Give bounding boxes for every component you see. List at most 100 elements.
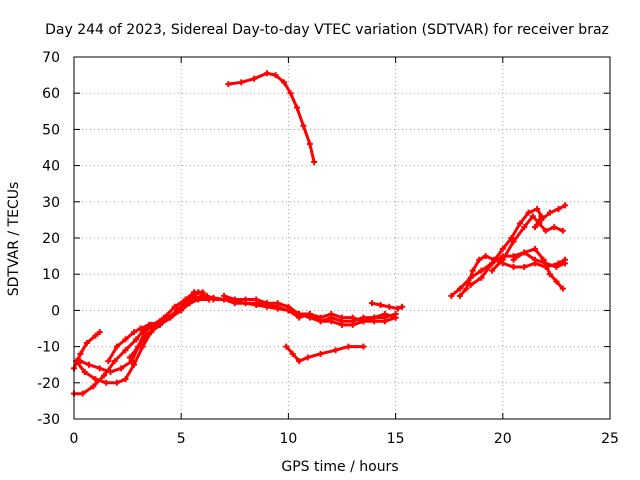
data-point xyxy=(377,301,384,308)
x-tick-label: 25 xyxy=(601,431,619,447)
y-tick-label: 60 xyxy=(42,86,60,102)
y-tick-label: 70 xyxy=(42,50,60,66)
data-point xyxy=(553,278,560,285)
data-point xyxy=(456,292,463,299)
data-point xyxy=(510,238,517,245)
data-point xyxy=(482,253,489,260)
data-point xyxy=(561,202,568,209)
data-point xyxy=(551,224,558,231)
data-point xyxy=(86,361,93,368)
data-point xyxy=(251,75,258,82)
data-point xyxy=(345,343,352,350)
data-point xyxy=(456,285,463,292)
data-point xyxy=(225,81,232,88)
data-point xyxy=(161,314,168,321)
data-point xyxy=(555,260,562,267)
data-point xyxy=(328,318,335,325)
data-point xyxy=(133,336,140,343)
data-point xyxy=(141,329,148,336)
series-arc-11 xyxy=(369,300,406,312)
data-point xyxy=(156,321,163,328)
series-arc-10 xyxy=(283,343,367,365)
data-point xyxy=(306,311,313,318)
data-point xyxy=(135,343,142,350)
data-point xyxy=(296,311,303,318)
data-point xyxy=(178,303,185,310)
data-point xyxy=(499,256,506,263)
x-axis-label: GPS time / hours xyxy=(281,459,398,475)
data-point xyxy=(285,303,292,310)
data-point xyxy=(118,365,125,372)
data-point xyxy=(289,350,296,357)
data-point xyxy=(77,358,84,365)
data-point xyxy=(463,285,470,292)
data-point xyxy=(128,358,135,365)
data-point xyxy=(521,249,528,256)
data-point xyxy=(349,321,356,328)
data-point xyxy=(360,318,367,325)
data-point xyxy=(499,245,506,252)
y-tick-label: 10 xyxy=(42,267,60,283)
data-point xyxy=(101,372,108,379)
data-point xyxy=(561,256,568,263)
data-point xyxy=(263,300,270,307)
data-point xyxy=(293,104,300,111)
data-point xyxy=(555,206,562,213)
data-point xyxy=(332,347,339,354)
data-point xyxy=(448,292,455,299)
data-point xyxy=(131,361,138,368)
data-point xyxy=(531,260,538,267)
data-point xyxy=(467,282,474,289)
data-point xyxy=(81,368,88,375)
data-point xyxy=(253,296,260,303)
series-arc-8 xyxy=(221,292,399,325)
data-point xyxy=(317,314,324,321)
x-tick-label: 0 xyxy=(70,431,79,447)
data-point xyxy=(210,294,217,301)
x-tick-label: 15 xyxy=(387,431,405,447)
data-point xyxy=(131,329,138,336)
data-point xyxy=(191,289,198,296)
data-point xyxy=(221,292,228,299)
data-point xyxy=(96,329,103,336)
data-point xyxy=(263,70,270,77)
data-point xyxy=(300,122,307,129)
data-point xyxy=(199,292,206,299)
data-point xyxy=(349,314,356,321)
grid xyxy=(74,57,610,419)
data-point xyxy=(122,376,129,383)
chart-title: Day 244 of 2023, Sidereal Day-to-day VTE… xyxy=(45,22,609,38)
series-line xyxy=(284,345,365,363)
data-point xyxy=(126,354,133,361)
data-point xyxy=(328,311,335,318)
data-point xyxy=(113,379,120,386)
data-point xyxy=(521,224,528,231)
data-point xyxy=(311,158,318,165)
data-point xyxy=(540,256,547,263)
data-series xyxy=(71,70,568,397)
y-tick-label: 50 xyxy=(42,122,60,138)
data-point xyxy=(105,358,112,365)
y-tick-label: 30 xyxy=(42,195,60,211)
series-arc-15 xyxy=(489,213,566,274)
series-line xyxy=(226,71,316,164)
data-point xyxy=(111,358,118,365)
data-point xyxy=(182,296,189,303)
data-point xyxy=(122,347,129,354)
data-point xyxy=(559,227,566,234)
data-point xyxy=(521,263,528,270)
data-point xyxy=(281,79,288,86)
data-point xyxy=(559,285,566,292)
data-point xyxy=(516,220,523,227)
data-point xyxy=(478,267,485,274)
data-point xyxy=(510,256,517,263)
data-point xyxy=(339,314,345,321)
y-tick-label: -10 xyxy=(37,340,60,356)
data-point xyxy=(137,325,144,332)
data-point xyxy=(536,220,543,227)
data-point xyxy=(83,339,90,346)
data-point xyxy=(287,90,294,97)
data-point xyxy=(107,368,114,375)
data-point xyxy=(371,314,378,321)
